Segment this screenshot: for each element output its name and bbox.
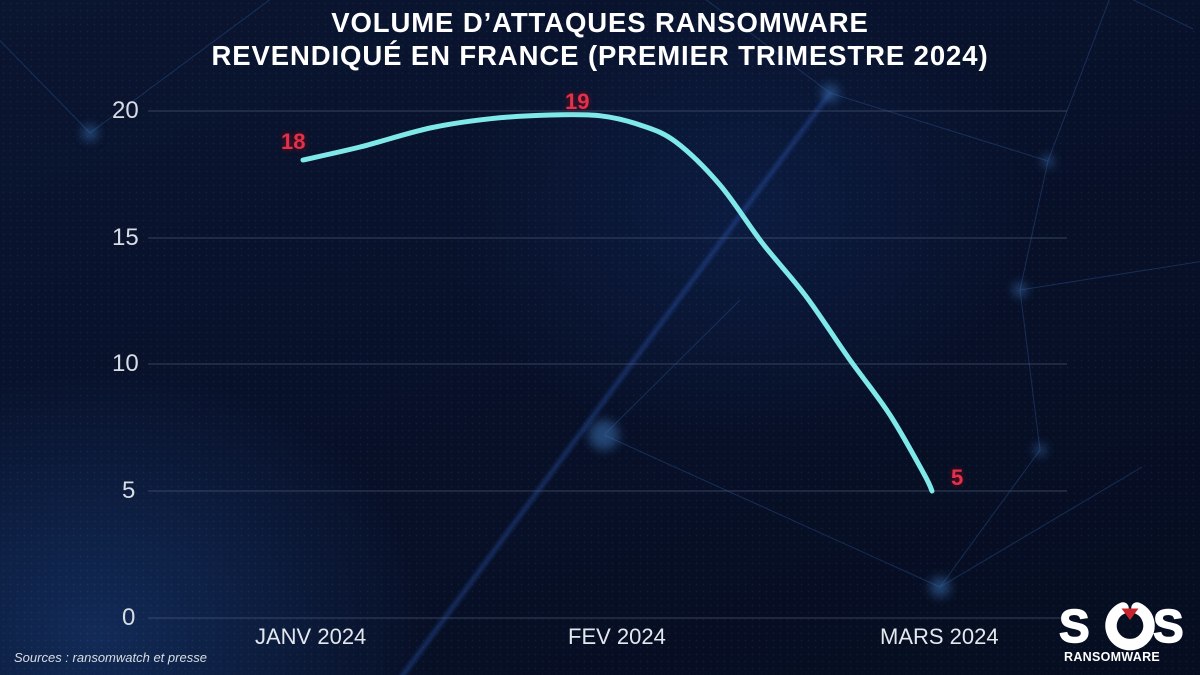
svg-text:S: S xyxy=(1059,600,1088,652)
svg-text:RANSOMWARE: RANSOMWARE xyxy=(1064,650,1160,664)
svg-text:S: S xyxy=(1153,600,1182,652)
